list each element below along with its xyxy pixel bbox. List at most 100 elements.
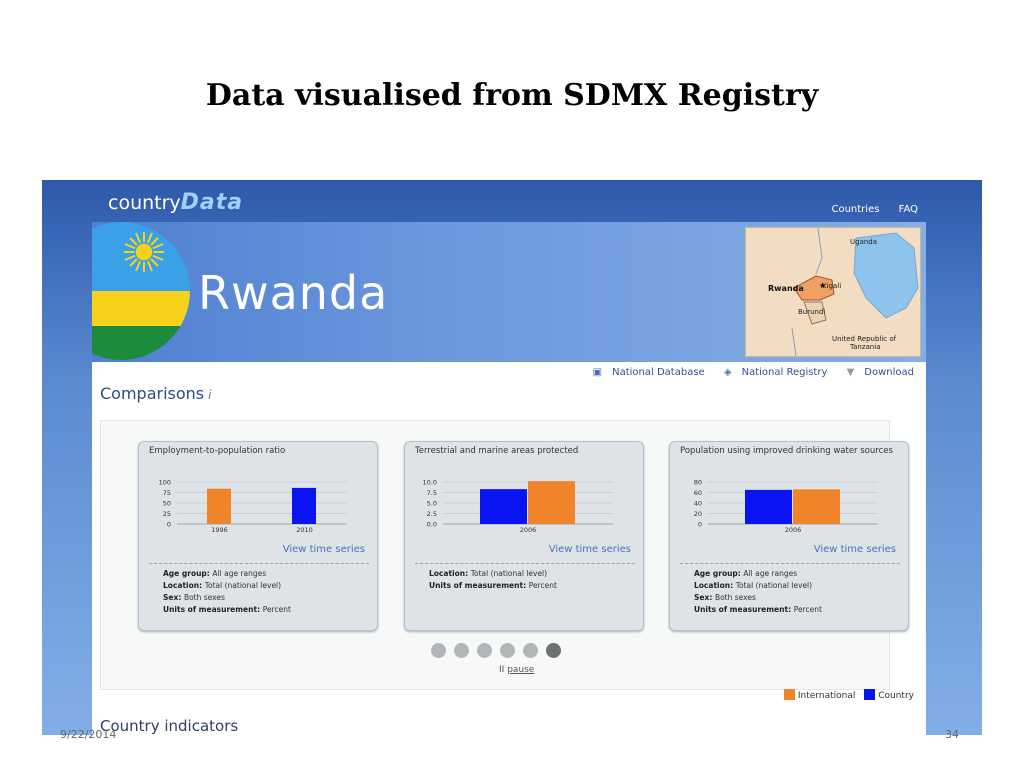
view-time-series-link[interactable]: View time series (813, 544, 896, 555)
view-time-series-link[interactable]: View time series (282, 544, 365, 555)
country-name: Rwanda (198, 266, 389, 320)
bar-country (292, 487, 316, 524)
meta-label: Age group: (163, 569, 213, 578)
bar-international (528, 481, 575, 524)
legend-swatch-country (864, 689, 876, 700)
carousel-dots (431, 643, 569, 662)
country-banner: Rwanda Uganda Rwanda Kigali ★ Burundi Un… (92, 222, 926, 362)
y-tick-label: 0.0 (427, 521, 437, 529)
y-tick-label: 2.5 (427, 510, 437, 518)
x-tick-label: 1996 (211, 526, 228, 534)
map-label-tanzania-2: Tanzania (849, 343, 880, 351)
y-tick-label: 75 (163, 489, 171, 497)
registry-icon: ◈ (723, 367, 732, 378)
indicator-card: Terrestrial and marine areas protected 1… (404, 441, 644, 631)
meta-row: Units of measurement: Percent (694, 604, 822, 616)
meta-value: Both sexes (714, 593, 756, 602)
view-time-series-link[interactable]: View time series (548, 544, 631, 555)
y-tick-label: 80 (694, 479, 702, 487)
slide-page-number: 34 (945, 728, 959, 741)
carousel-dot[interactable] (454, 643, 469, 658)
y-tick-label: 10.0 (423, 479, 437, 487)
carousel-dot[interactable] (523, 643, 538, 658)
y-tick-label: 7.5 (427, 489, 437, 497)
chart-legend: International Country (778, 689, 914, 701)
meta-value: Total (national level) (204, 581, 282, 590)
y-tick-label: 25 (163, 510, 171, 518)
top-bar: countryData Countries FAQ (42, 180, 982, 222)
pause-icon: II (499, 665, 505, 675)
meta-label: Age group: (694, 569, 744, 578)
indicator-card: Employment-to-population ratio 100 75 50 25… (138, 441, 378, 631)
pause-label: pause (507, 665, 535, 675)
carousel-dot[interactable] (546, 643, 561, 658)
x-tick-label: 2006 (520, 526, 537, 534)
map-label-uganda: Uganda (850, 238, 877, 246)
main-content: ▣ National Database ◈ National Registry ▼ D… (92, 362, 926, 735)
meta-row: Sex: Both sexes (163, 592, 291, 604)
star-icon: ★ (819, 281, 826, 290)
comparisons-title: Comparisons i (100, 384, 212, 403)
meta-row: Units of measurement: Percent (429, 580, 557, 592)
card-title: Population using improved drinking water… (680, 446, 893, 456)
meta-label: Units of measurement: (694, 605, 794, 614)
meta-label: Location: (429, 569, 471, 578)
top-nav: Countries FAQ (815, 204, 918, 215)
bar-chart: 100 75 50 25 0 1996 2010 (159, 479, 347, 534)
map-label-tanzania-1: United Republic of (832, 335, 897, 343)
y-tick-label: 0 (698, 521, 702, 529)
bar-international (207, 488, 231, 524)
card-meta: Location: Total (national level) Units of… (429, 568, 557, 592)
carousel-dot[interactable] (477, 643, 492, 658)
meta-label: Units of measurement: (429, 581, 529, 590)
data-links: ▣ National Database ◈ National Registry ▼ D… (577, 367, 914, 378)
card-title: Employment-to-population ratio (149, 446, 286, 456)
nav-countries[interactable]: Countries (831, 204, 880, 215)
meta-label: Location: (694, 581, 736, 590)
bar-chart: 80 60 40 20 0 2006 (694, 479, 878, 534)
meta-row: Age group: All age ranges (163, 568, 291, 580)
y-tick-label: 40 (694, 500, 702, 508)
meta-value: Percent (793, 605, 822, 614)
meta-row: Age group: All age ranges (694, 568, 822, 580)
x-tick-label: 2006 (785, 526, 802, 534)
meta-row: Location: Total (national level) (694, 580, 822, 592)
meta-value: Percent (262, 605, 291, 614)
meta-value: Both sexes (183, 593, 225, 602)
bar-country (480, 489, 527, 524)
nav-faq[interactable]: FAQ (898, 204, 918, 215)
card-title: Terrestrial and marine areas protected (415, 446, 579, 456)
slide-date: 9/22/2014 (60, 728, 117, 741)
card-meta: Age group: All age ranges Location: Total… (163, 568, 291, 616)
meta-label: Units of measurement: (163, 605, 263, 614)
download-link[interactable]: ▼ Download (846, 367, 914, 378)
bar-international (793, 489, 840, 524)
logo-prefix: country (108, 192, 181, 214)
rwanda-flag-icon (92, 222, 190, 360)
meta-value: All age ranges (743, 569, 798, 578)
y-tick-label: 20 (694, 510, 702, 518)
meta-value: Percent (528, 581, 557, 590)
country-indicators-title: Country indicators (100, 717, 239, 735)
card-meta: Age group: All age ranges Location: Total… (694, 568, 822, 616)
y-tick-label: 5.0 (427, 500, 437, 508)
comparisons-panel: Employment-to-population ratio 100 75 50 25… (100, 420, 909, 690)
national-registry-link[interactable]: ◈ National Registry (723, 367, 828, 378)
y-tick-label: 100 (159, 479, 171, 487)
national-database-link[interactable]: ▣ National Database (592, 367, 705, 378)
app-logo[interactable]: countryData (108, 190, 243, 215)
meta-label: Sex: (163, 593, 184, 602)
database-icon: ▣ (592, 367, 603, 378)
y-tick-label: 0 (167, 521, 171, 529)
carousel-dot[interactable] (500, 643, 515, 658)
meta-label: Location: (163, 581, 205, 590)
y-tick-label: 60 (694, 489, 702, 497)
pause-button[interactable]: II pause (499, 665, 534, 675)
indicator-card: Population using improved drinking water… (669, 441, 909, 631)
meta-value: Total (national level) (470, 569, 548, 578)
app-screenshot: countryData Countries FAQ Rwanda (42, 180, 982, 735)
meta-row: Units of measurement: Percent (163, 604, 291, 616)
download-icon: ▼ (846, 367, 855, 378)
info-icon[interactable]: i (208, 388, 212, 402)
carousel-dot[interactable] (431, 643, 446, 658)
